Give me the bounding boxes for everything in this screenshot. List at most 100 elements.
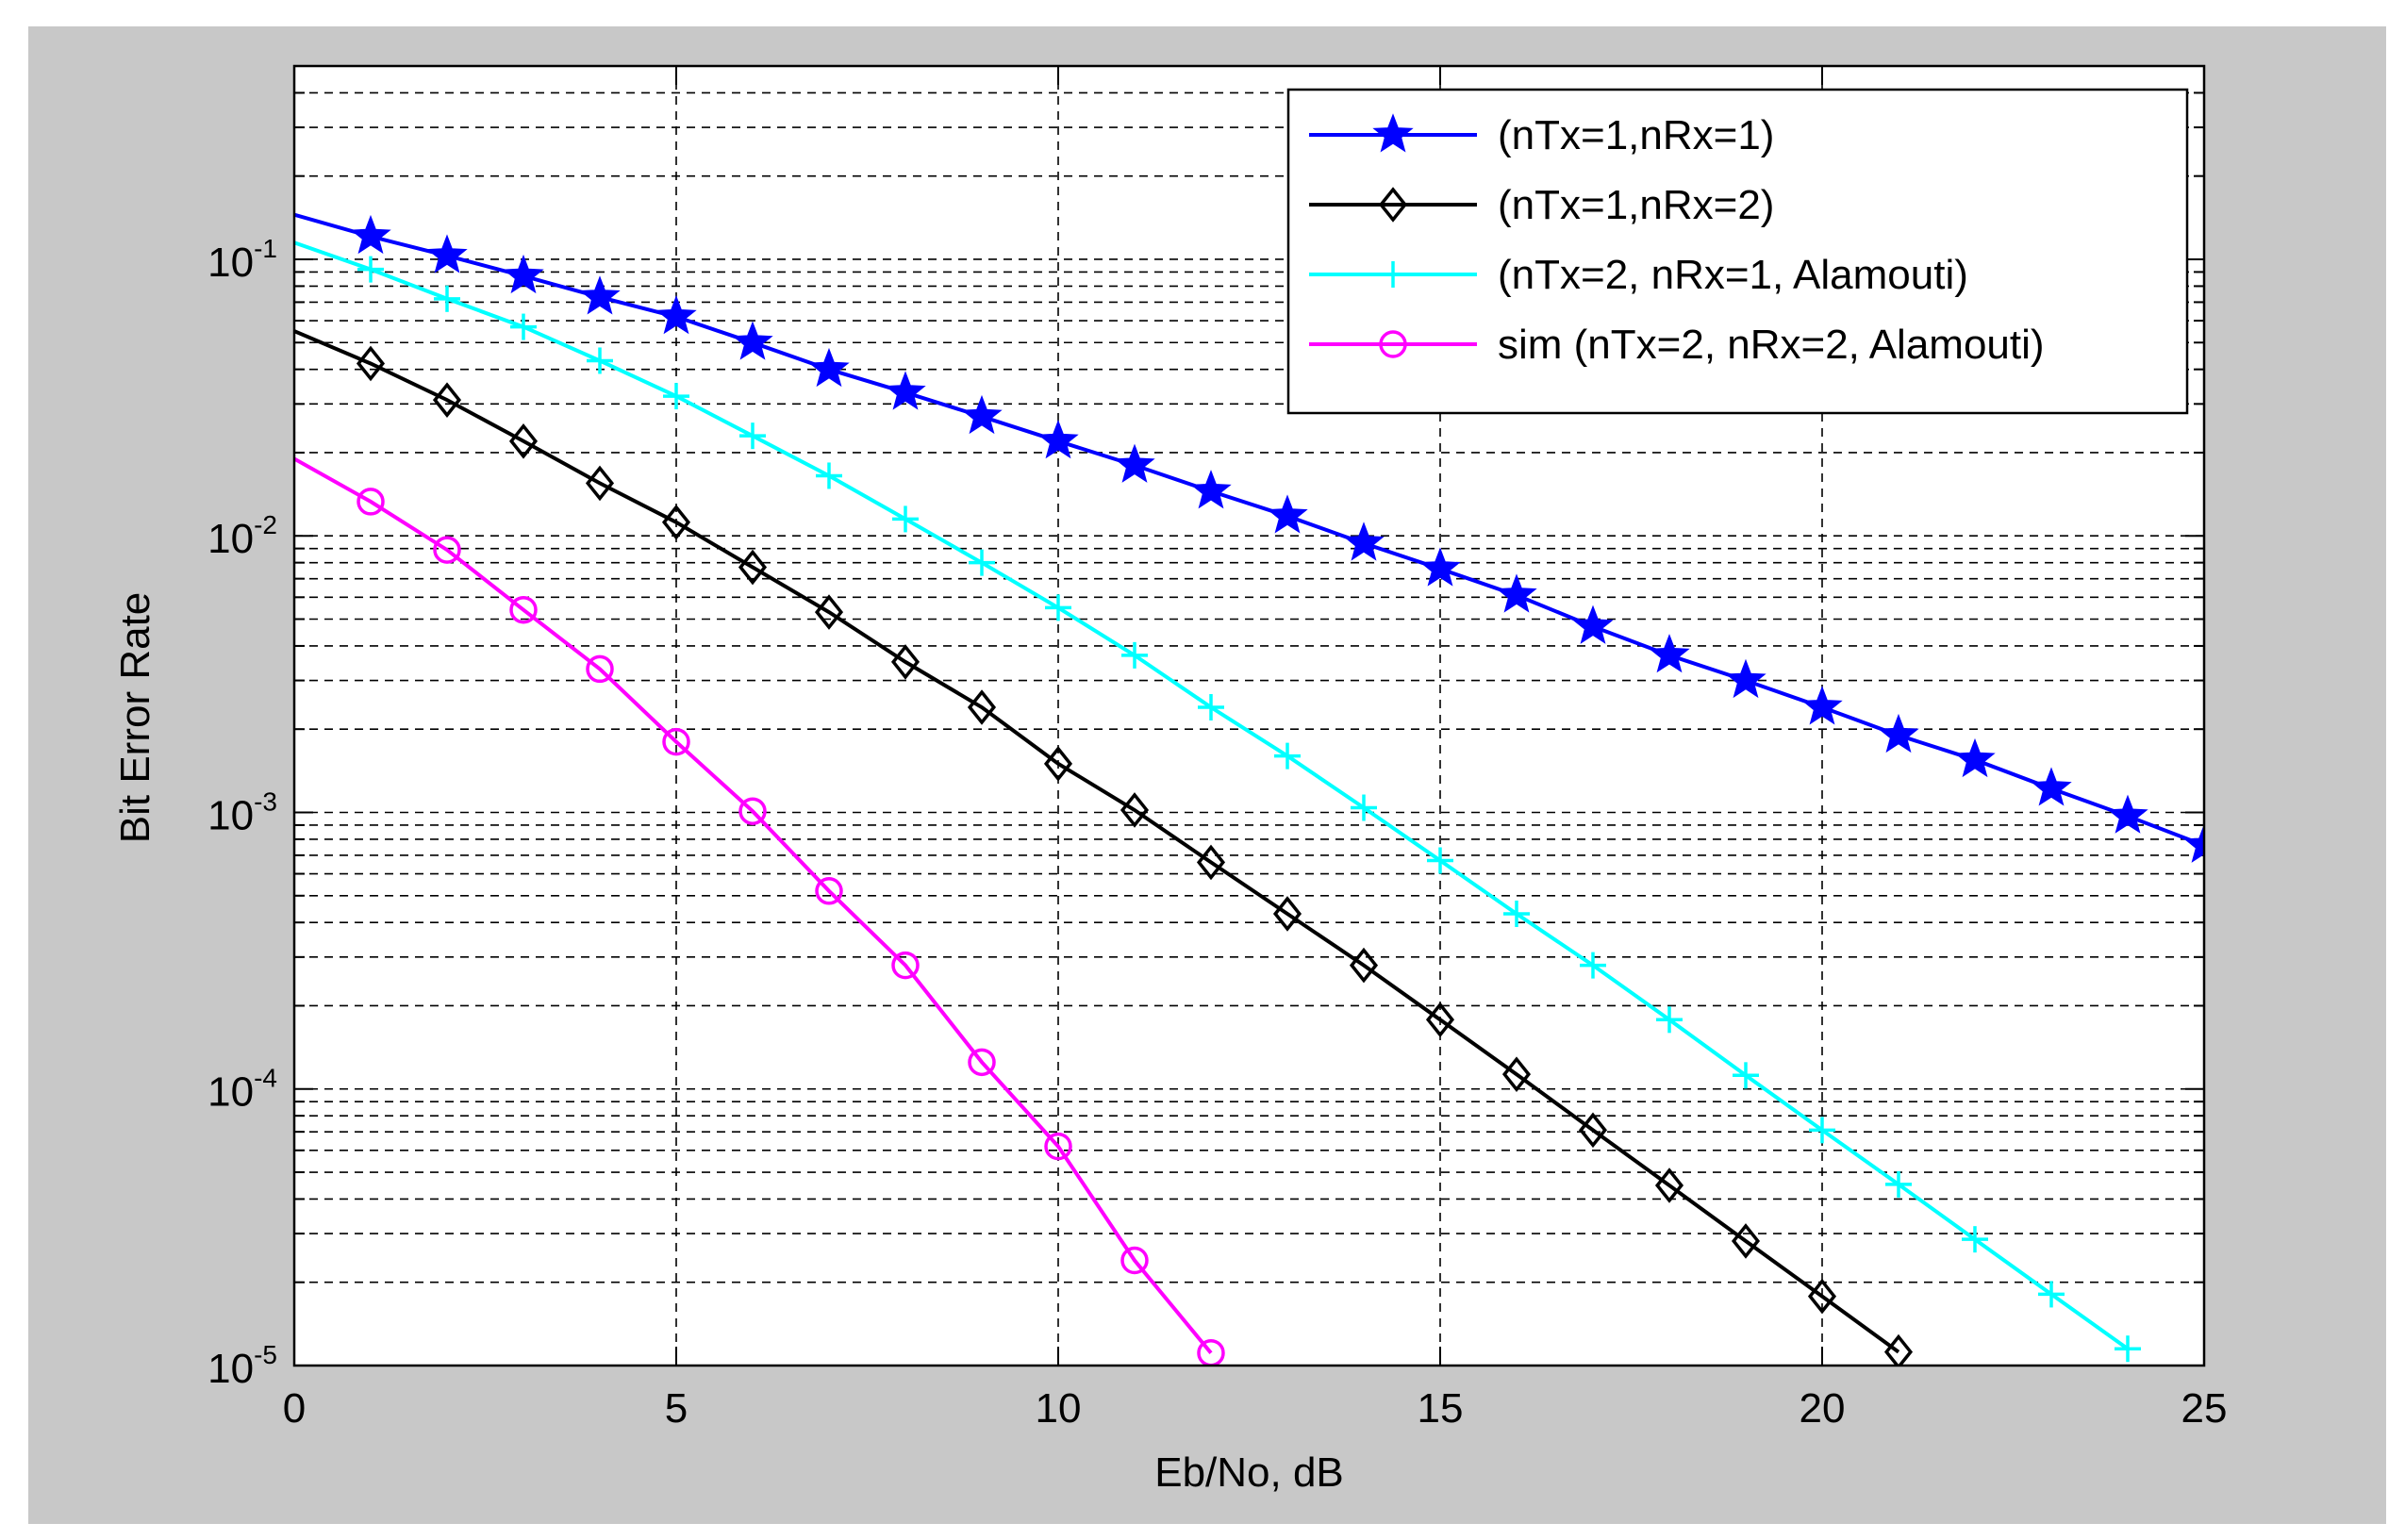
data-point [1572,604,1614,644]
data-point [814,594,844,630]
data-point [1962,1226,1988,1253]
legend-entry-1: (nTx=1,nRx=1) [1309,112,1774,158]
data-point [738,549,768,586]
y-axis-label: Bit Error Rate [112,592,158,844]
data-point [510,313,537,340]
data-point [663,383,689,410]
legend-entry-4: sim (nTx=2, nRx=2, Alamouti) [1309,322,2045,368]
y-tick-exponent: -1 [254,234,277,263]
data-point [1037,419,1079,459]
data-point [1196,844,1226,881]
data-point [1043,746,1073,782]
data-point [961,394,1003,435]
legend-label: (nTx=1,nRx=1) [1498,112,1774,158]
data-point [426,234,468,273]
data-point [1190,470,1232,509]
data-point [587,347,613,374]
data-point [662,727,690,756]
data-point [1380,261,1406,288]
data-point [1501,1056,1532,1092]
x-tick-label: 5 [665,1385,688,1432]
data-point [509,595,538,624]
series-2 [294,329,1914,1366]
data-point [967,689,997,725]
data-point [1198,693,1224,720]
data-point [1580,952,1606,979]
data-point [433,536,461,564]
data-point [1379,330,1407,358]
data-point [1343,522,1385,561]
y-tick-label: 10-4 [207,1064,277,1116]
series-1 [294,212,2204,863]
data-point [586,654,614,684]
y-tick-base: 10 [207,240,254,286]
data-point [1731,1223,1761,1259]
data-point [1044,1132,1072,1161]
data-point [579,275,621,315]
y-tick-base: 10 [207,1346,254,1392]
data-point [815,877,843,905]
data-point [968,1048,996,1077]
legend-box [1286,88,2189,415]
data-point [1274,742,1301,770]
series-group [294,212,2204,1366]
data-point [1045,594,1071,621]
data-point [1503,900,1530,927]
y-tick-label: 10-3 [207,787,277,838]
data-point [357,488,385,516]
data-point [2183,823,2204,863]
y-tick-base: 10 [207,792,254,838]
y-tick-base: 10 [207,516,254,562]
data-point [1120,792,1150,828]
data-point [1878,713,1919,753]
data-point [350,214,391,255]
data-point [816,462,842,489]
data-point [1578,1112,1608,1149]
data-point [1885,1170,1912,1198]
legend: (nTx=1,nRx=1) (nTx=1,nRx=2) (nTx=2, nRx=1,… [1286,88,2189,415]
data-point [1267,494,1308,534]
data-point [1419,547,1461,587]
data-point [585,465,615,502]
data-point [1425,1002,1455,1038]
data-point [2107,794,2148,834]
x-tick-label: 20 [1800,1385,1846,1432]
data-point [1114,443,1155,483]
plot-border [292,64,2206,1367]
data-point [434,285,460,312]
data-point [1349,947,1379,984]
data-point [891,951,920,980]
data-point [885,371,926,410]
data-point [1954,737,1996,778]
y-tick-base: 10 [207,1069,254,1116]
y-tick-exponent: -5 [254,1340,277,1369]
figure-background: 0 5 10 15 20 25 10-1 10-2 10-3 10-4 10-5 Eb/No, dB B… [28,26,2386,1524]
x-tick-label: 10 [1036,1385,1082,1432]
data-point [808,347,850,388]
legend-label: sim (nTx=2, nRx=2, Alamouti) [1498,322,2045,368]
data-point [508,423,539,459]
x-tick-label: 0 [283,1385,306,1432]
y-tick-exponent: -2 [254,510,277,539]
y-tick-exponent: -3 [254,787,277,816]
y-tick-exponent: -4 [254,1064,277,1093]
data-point [503,254,544,294]
data-point [1654,1167,1684,1203]
data-point [2031,767,2072,806]
data-point [1272,896,1302,932]
y-tick-label: 10-5 [207,1340,277,1392]
data-point [1121,641,1148,669]
x-axis-label: Eb/No, dB [1154,1449,1344,1496]
series-line [294,456,1213,1354]
data-point [1649,634,1690,673]
data-point [1656,1006,1683,1034]
data-point [1733,1062,1759,1089]
x-tick-label: 25 [2181,1385,2228,1432]
data-point [2038,1281,2065,1308]
data-point [2115,1335,2141,1363]
data-point [1372,113,1414,153]
data-point [432,382,462,418]
data-point [661,504,691,540]
series-line [294,329,1900,1354]
